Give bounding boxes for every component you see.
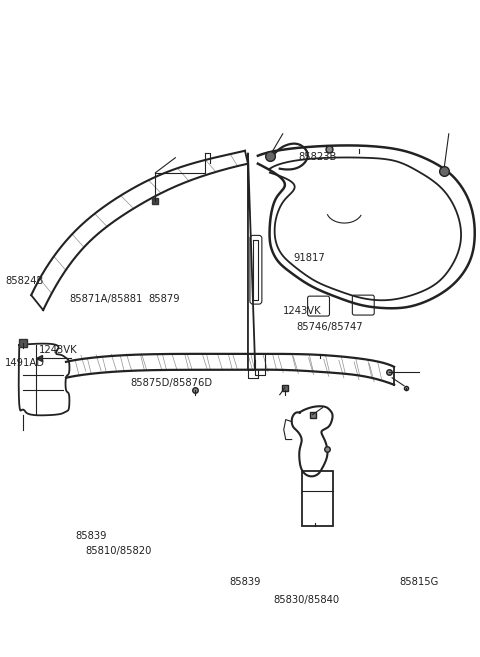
Text: 85810/85820: 85810/85820 bbox=[85, 546, 151, 556]
Bar bbox=[301, 471, 334, 526]
Text: 85823B: 85823B bbox=[298, 152, 336, 162]
Text: 85879: 85879 bbox=[148, 294, 180, 304]
Text: 85815G: 85815G bbox=[400, 577, 439, 587]
Text: 91817: 91817 bbox=[293, 254, 325, 263]
Text: 85746/85747: 85746/85747 bbox=[296, 321, 363, 332]
Text: 85824B: 85824B bbox=[5, 276, 44, 286]
Text: 1243VK: 1243VK bbox=[283, 306, 322, 317]
Text: 85830/85840: 85830/85840 bbox=[274, 595, 339, 605]
Text: 85875D/85876D: 85875D/85876D bbox=[130, 378, 212, 388]
Text: 1491AD: 1491AD bbox=[5, 358, 45, 368]
Text: 85839: 85839 bbox=[75, 531, 107, 541]
Text: 85839: 85839 bbox=[229, 577, 261, 587]
Text: 85871A/85881: 85871A/85881 bbox=[69, 294, 143, 304]
Text: 1243VK: 1243VK bbox=[38, 345, 77, 355]
